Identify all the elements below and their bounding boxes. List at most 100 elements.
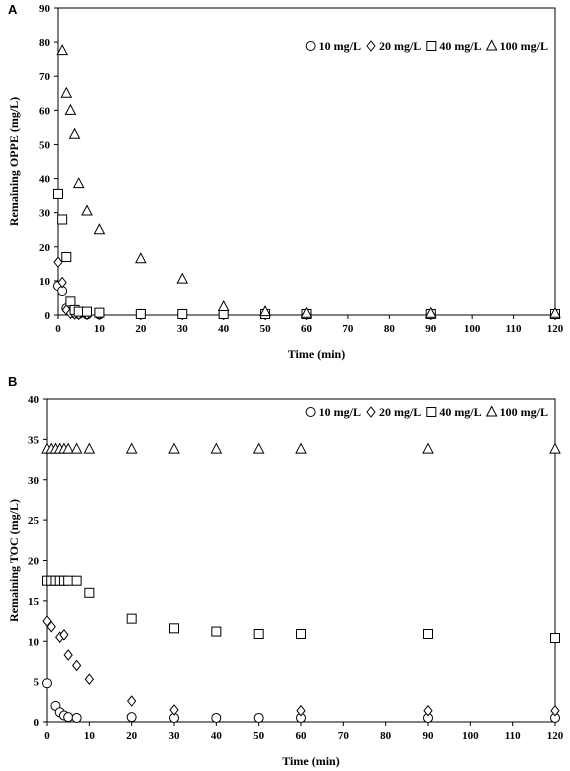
data-point-diamond (57, 276, 67, 289)
data-point-diamond (550, 704, 560, 717)
data-point-square (211, 626, 222, 637)
y-tick-label: 50 (39, 139, 51, 151)
x-axis-title: Time (min) (282, 754, 339, 768)
data-point-diamond (423, 704, 433, 717)
series-circle (42, 678, 560, 723)
data-point-square (61, 252, 72, 263)
legend-marker-square (426, 407, 437, 417)
data-point-triangle (135, 252, 147, 264)
data-point-square (169, 623, 179, 634)
y-tick-label: 90 (39, 3, 51, 15)
x-tick-label: 110 (505, 730, 521, 742)
x-tick-label: 30 (169, 730, 181, 742)
panel-label: A (8, 2, 18, 17)
data-point-triangle (125, 442, 138, 454)
legend-label: 40 mg/L (439, 405, 481, 419)
legend-marker-triangle (485, 405, 498, 417)
data-point-square (135, 308, 146, 319)
data-point-triangle (70, 442, 83, 454)
legend-label: 100 mg/L (500, 39, 548, 53)
legend-item: 40 mg/L (426, 405, 482, 419)
data-point-diamond (46, 620, 56, 633)
data-point-diamond (127, 695, 137, 707)
panel-label: B (8, 374, 17, 389)
x-tick-label: 100 (464, 323, 481, 335)
data-point-triangle (549, 442, 561, 454)
legend: 10 mg/L 20 mg/L 40 mg/L 100 mg/L (305, 405, 548, 419)
y-tick-label: 0 (45, 310, 51, 322)
legend-marker-triangle (485, 39, 498, 51)
data-point-triangle (424, 306, 437, 318)
data-point-triangle (81, 204, 93, 216)
data-point-triangle (300, 306, 313, 318)
y-tick-label: 35 (28, 434, 40, 446)
legend-marker-diamond (366, 406, 376, 418)
data-point-triangle (549, 306, 561, 318)
y-tick-label: 5 (34, 677, 40, 689)
y-axis-title: Remaining TOC (mg/L) (7, 499, 21, 622)
data-point-circle (71, 712, 82, 723)
series-diamond (42, 615, 560, 717)
data-point-triangle (60, 86, 73, 98)
data-point-diamond (42, 615, 52, 627)
y-axis-title: Remaining OPPE (mg/L) (7, 97, 21, 226)
data-point-triangle (62, 442, 74, 454)
data-point-triangle (93, 223, 106, 235)
legend-label: 100 mg/L (500, 405, 548, 419)
legend-item: 100 mg/L (485, 39, 548, 53)
data-point-triangle (295, 442, 307, 454)
legend: 10 mg/L 20 mg/L 40 mg/L 100 mg/L (305, 39, 548, 53)
x-tick-label: 100 (462, 730, 479, 742)
data-point-square (126, 613, 137, 624)
data-point-triangle (210, 442, 223, 454)
x-tick-label: 120 (547, 323, 564, 335)
series-triangle (41, 442, 561, 454)
data-point-diamond (53, 256, 63, 268)
x-tick-label: 30 (177, 323, 189, 335)
y-tick-label: 20 (39, 242, 51, 254)
y-tick-label: 10 (39, 276, 51, 288)
y-tick-label: 40 (28, 394, 40, 406)
x-tick-label: 80 (384, 323, 396, 335)
data-point-triangle (259, 305, 271, 317)
series-square (53, 188, 560, 319)
data-point-square (53, 188, 63, 199)
legend-label: 10 mg/L (319, 405, 361, 419)
data-point-square (253, 628, 264, 639)
data-point-circle (253, 712, 264, 723)
y-tick-label: 0 (34, 717, 40, 729)
legend-item: 10 mg/L (305, 405, 361, 419)
legend-label: 10 mg/L (319, 39, 361, 53)
x-tick-label: 40 (211, 730, 223, 742)
legend-label: 40 mg/L (439, 39, 481, 53)
x-tick-label: 90 (425, 323, 437, 335)
data-point-circle (42, 678, 52, 689)
x-tick-label: 10 (84, 730, 96, 742)
data-point-diamond (63, 649, 73, 661)
x-tick-label: 10 (94, 323, 106, 335)
plot-area-frame (57, 7, 556, 316)
x-tick-label: 50 (253, 730, 265, 742)
data-point-square (57, 214, 68, 225)
data-point-triangle (72, 177, 85, 189)
chart-panel-a: A 0 10 20 30 40 50 60 70 80 90 100 110 120 0 10 20 30 40 50… (7, 2, 564, 361)
data-point-square (81, 306, 92, 317)
y-tick-label: 30 (39, 208, 51, 220)
legend-item: 40 mg/L (426, 39, 482, 53)
y-tick-label: 40 (39, 174, 51, 186)
data-point-triangle (83, 442, 96, 454)
legend-label: 20 mg/L (379, 405, 421, 419)
x-tick-label: 0 (44, 730, 50, 742)
data-point-diamond (71, 659, 82, 672)
legend-label: 20 mg/L (379, 39, 421, 53)
data-point-square (63, 575, 74, 586)
data-point-circle (63, 712, 74, 723)
x-tick-label: 120 (547, 730, 564, 742)
data-point-triangle (56, 44, 68, 56)
y-tick-label: 15 (28, 596, 40, 608)
x-tick-label: 70 (338, 730, 350, 742)
data-point-square (296, 628, 306, 639)
data-point-square (84, 587, 95, 598)
x-tick-label: 60 (296, 730, 308, 742)
